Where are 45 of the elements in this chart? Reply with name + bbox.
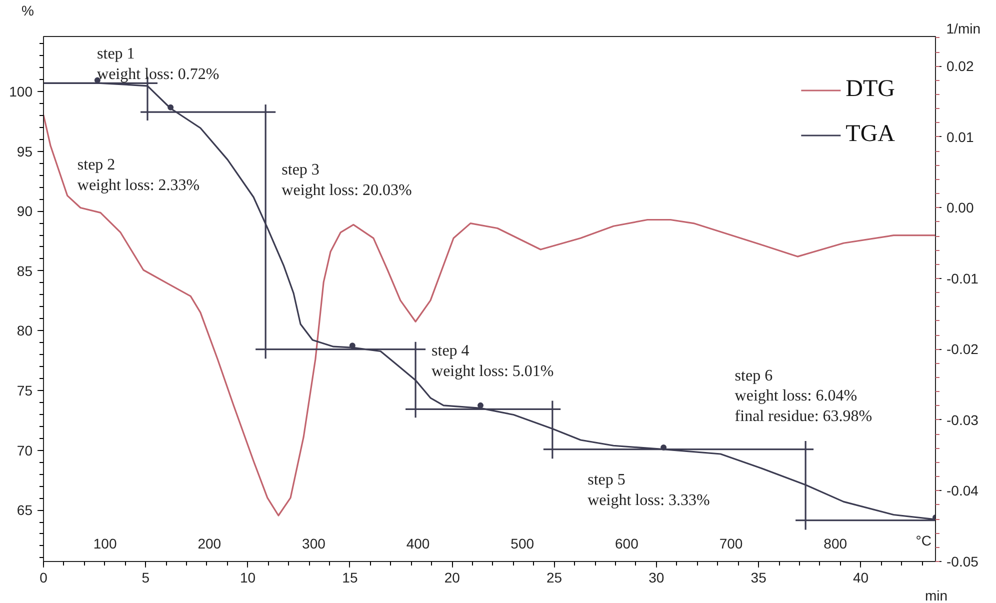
- x-tick-label: 25: [546, 570, 562, 586]
- x2-tick-label: 100: [93, 535, 117, 552]
- y-tick-label: 90: [16, 203, 33, 220]
- legend-label: TGA: [846, 121, 895, 148]
- x-tick-label: 35: [750, 570, 767, 586]
- x-tick-label: 10: [240, 570, 256, 586]
- y2-tick-label: -0.02: [946, 341, 979, 358]
- y-axis-title: %: [22, 2, 34, 18]
- x2-tick-label: 300: [302, 535, 326, 552]
- x2-tick-label: 800: [824, 535, 848, 552]
- annotation: step 4 weight loss: 5.01%: [432, 342, 554, 380]
- x2-axis-title: °C: [916, 532, 932, 548]
- annotation: step 5 weight loss: 3.33%: [588, 472, 710, 510]
- x-tick-label: 20: [444, 570, 460, 586]
- x2-tick-label: 600: [615, 535, 639, 552]
- x-tick-label: 0: [40, 570, 48, 586]
- y-tick-label: 75: [16, 382, 33, 398]
- x-tick-label: 30: [648, 570, 664, 586]
- y2-tick-label: 0.02: [946, 58, 974, 74]
- annotation: step 2 weight loss: 2.33%: [77, 156, 200, 194]
- y2-tick-label: -0.03: [946, 412, 979, 428]
- y2-tick-label: 0.01: [946, 128, 974, 145]
- y-tick-label: 80: [16, 322, 33, 339]
- y-tick-label: 85: [16, 262, 33, 279]
- x-tick-label: 15: [342, 570, 358, 586]
- y-tick-label: 100: [9, 84, 33, 100]
- y-tick-label: 70: [16, 442, 33, 458]
- y2-tick-label: -0.04: [946, 482, 979, 499]
- x-axis-title: min: [924, 588, 948, 603]
- x2-tick-label: 500: [510, 535, 534, 552]
- y2-axis-title: 1/min: [946, 20, 980, 36]
- y2-tick-label: -0.01: [946, 270, 979, 286]
- x2-tick-label: 400: [406, 535, 430, 552]
- annotation: step 1 weight loss: 0.72%: [97, 45, 220, 83]
- x-tick-label: 5: [142, 570, 150, 586]
- y-tick-label: 65: [16, 502, 33, 518]
- y2-tick-label: -0.05: [946, 554, 979, 570]
- x2-tick-label: 700: [719, 535, 743, 552]
- x2-tick-label: 200: [198, 535, 222, 552]
- y-tick-label: 95: [16, 143, 33, 160]
- legend-label: DTG: [846, 76, 895, 103]
- x-tick-label: 40: [852, 570, 869, 586]
- annotation: step 6 weight loss: 6.04% final residue: 63.98%: [734, 367, 872, 426]
- annotation: step 3 weight loss: 20.03%: [282, 161, 412, 199]
- y2-tick-label: 0.00: [946, 200, 974, 216]
